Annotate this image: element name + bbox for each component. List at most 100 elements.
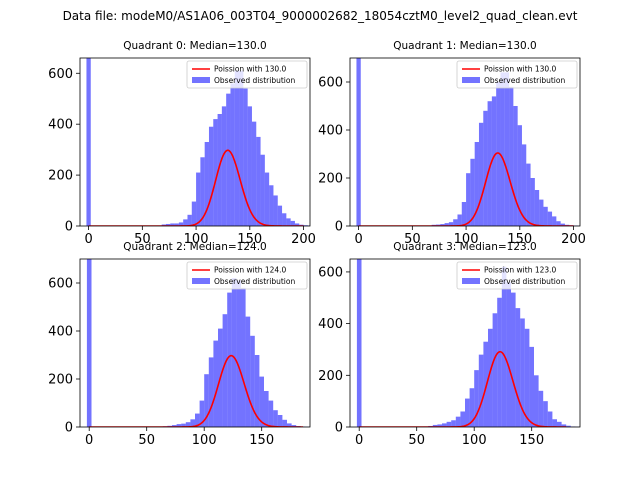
histogram-bar — [506, 282, 511, 427]
histogram-bar — [556, 221, 561, 226]
y-tick-label: 600 — [48, 277, 73, 292]
x-tick-label: 50 — [138, 433, 155, 448]
poisson-curve — [359, 350, 567, 427]
histogram-bar — [250, 335, 255, 427]
histogram-bar — [466, 173, 471, 226]
histogram-bar — [465, 398, 470, 427]
x-tick-label: 50 — [408, 433, 425, 448]
y-tick-label: 200 — [48, 373, 73, 388]
histogram-bar — [529, 346, 534, 427]
histogram-bar — [457, 214, 462, 226]
x-tick-label: 150 — [249, 433, 274, 448]
histogram-bar — [239, 70, 244, 226]
histogram-bar — [190, 419, 195, 427]
subplot-quadrant-2: 0 50 100 150 0 200 400 600 Quadrant 2: Median=12… — [48, 241, 311, 448]
subplot-title: Quadrant 0: Median=130.0 — [123, 40, 266, 52]
histogram-bar — [178, 222, 184, 226]
histogram-bar — [204, 374, 209, 427]
histogram-bar — [217, 114, 222, 226]
legend-label-observed: Observed distribution — [214, 277, 295, 286]
legend: Poission with 130.0 Observed distribution — [186, 60, 308, 89]
histogram-bar — [234, 70, 240, 226]
histogram-bar — [547, 211, 553, 226]
poisson-curve — [89, 354, 304, 427]
histogram-bar — [245, 316, 251, 427]
histogram-bar — [191, 201, 197, 226]
histogram-bar — [474, 142, 479, 226]
histogram-bar — [251, 121, 257, 226]
histogram-bar — [478, 122, 484, 226]
histogram-bar — [509, 86, 514, 226]
histogram-bar — [483, 341, 488, 427]
histogram-bar — [526, 163, 531, 226]
x-tick-label: 200 — [561, 232, 586, 247]
histogram-bar — [448, 222, 454, 226]
histogram-bar — [196, 172, 201, 226]
y-tick-label: 400 — [48, 325, 73, 340]
legend-box — [186, 60, 308, 89]
histogram-bar — [259, 376, 264, 427]
histogram-bar — [221, 106, 227, 226]
legend-label-poisson: Poission with 123.0 — [484, 266, 557, 275]
histogram-bar — [530, 178, 535, 226]
histogram-bar — [538, 390, 544, 427]
y-tick-label: 0 — [335, 421, 343, 436]
histogram-bar — [496, 82, 501, 226]
histogram-bar — [236, 280, 241, 427]
histogram-bar — [174, 223, 179, 226]
histogram-bar — [268, 400, 274, 427]
histogram-bar — [524, 328, 530, 427]
histogram-bar — [560, 223, 565, 226]
histogram-bar — [517, 125, 522, 226]
histogram-bar — [256, 136, 261, 226]
histogram-bar — [287, 423, 292, 427]
histogram-bar — [552, 419, 557, 427]
histogram-bar — [356, 259, 362, 427]
legend-label-observed: Observed distribution — [214, 76, 295, 85]
histogram-bar — [470, 158, 475, 226]
histogram-bar — [566, 425, 571, 427]
histogram-bar — [513, 106, 518, 226]
histogram-bar — [455, 416, 461, 427]
histogram-bar — [282, 419, 287, 427]
histogram-bar — [185, 422, 191, 427]
y-tick-label: 0 — [65, 220, 73, 235]
histogram-bar — [521, 144, 527, 226]
legend-label-observed: Observed distribution — [484, 277, 565, 286]
legend-patch-swatch — [462, 77, 480, 83]
histogram-bar — [497, 297, 502, 427]
legend-box — [186, 261, 308, 290]
legend-label-poisson: Poission with 124.0 — [214, 266, 287, 275]
histogram-bar — [294, 223, 300, 226]
histogram-bar — [277, 205, 283, 226]
subplot-title: Quadrant 2: Median=124.0 — [123, 241, 266, 253]
histogram-bar — [291, 425, 297, 427]
histogram-bar — [247, 106, 252, 226]
subplot-title: Quadrant 3: Median=123.0 — [393, 241, 536, 253]
x-tick-label: 100 — [454, 232, 479, 247]
histogram-bar — [231, 278, 237, 427]
histogram-bar — [286, 218, 291, 226]
histogram-bar — [226, 93, 231, 226]
y-tick-label: 400 — [318, 124, 343, 139]
histogram-bar — [444, 223, 449, 226]
histogram-bar — [273, 410, 278, 427]
subplot-quadrant-1: 0 50 100 150 200 0 200 400 600 Quadrant 1: Median… — [318, 40, 586, 247]
histogram-bar — [199, 400, 205, 427]
plot-area — [356, 259, 580, 427]
histogram-bar — [208, 126, 214, 226]
histogram-bar — [277, 415, 283, 427]
axes-frame — [79, 57, 311, 227]
x-tick-label: 100 — [192, 433, 217, 448]
histogram-bar — [451, 420, 456, 427]
y-tick-label: 0 — [335, 220, 343, 235]
histogram-bar — [227, 292, 232, 427]
histogram-bar — [504, 72, 510, 226]
histogram-bar — [254, 355, 260, 427]
histogram-bar — [487, 101, 492, 226]
histogram-bar — [491, 96, 497, 226]
poisson-curve — [358, 152, 574, 226]
histogram-bar — [183, 219, 188, 226]
legend: Poission with 130.0 Observed distribution — [456, 60, 578, 89]
x-tick-label: 100 — [462, 433, 487, 448]
